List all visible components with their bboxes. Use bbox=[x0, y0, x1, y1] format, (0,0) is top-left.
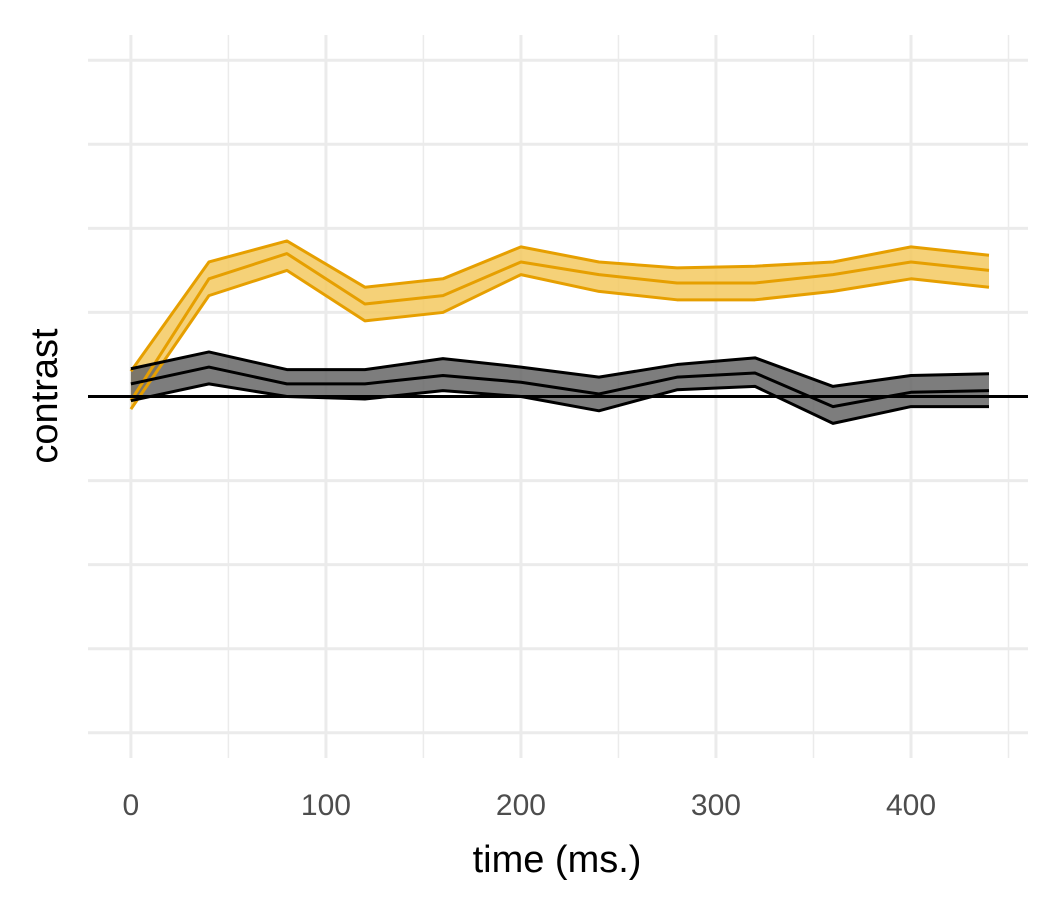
lower-bound-line-1 bbox=[130, 382, 989, 425]
x-tick-label: 0 bbox=[123, 789, 140, 822]
series-lines bbox=[129, 239, 990, 425]
series-line-1 bbox=[130, 365, 990, 409]
x-tick-labels: 0 100 200 300 400 bbox=[123, 789, 936, 822]
y-axis-title: contrast bbox=[24, 328, 66, 464]
grid bbox=[88, 35, 1028, 758]
upper-bound-line-1 bbox=[130, 350, 990, 388]
x-tick-label: 200 bbox=[496, 789, 546, 822]
series-line-0 bbox=[129, 252, 990, 402]
upper-bound-line-0 bbox=[129, 239, 990, 373]
lower-bound-line-0 bbox=[129, 268, 990, 410]
x-tick-label: 100 bbox=[301, 789, 351, 822]
x-tick-label: 300 bbox=[691, 789, 741, 822]
confidence-band-0 bbox=[130, 240, 989, 410]
x-tick-label: 400 bbox=[886, 789, 936, 822]
x-axis-title: time (ms.) bbox=[473, 839, 642, 881]
